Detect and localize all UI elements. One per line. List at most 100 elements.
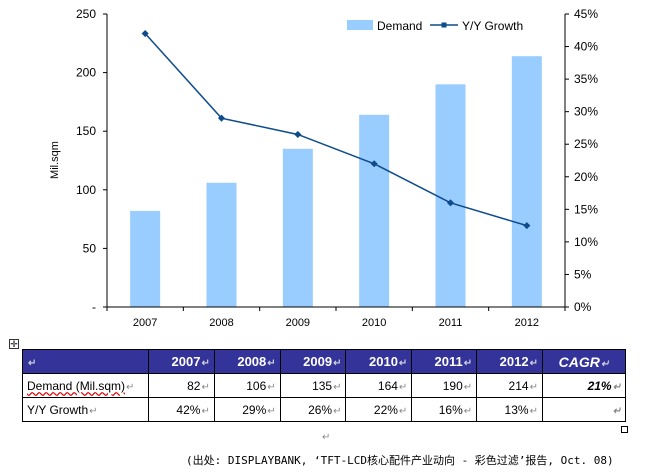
paragraph-mark: ↵ [463, 381, 473, 393]
x-tick-label: 2009 [286, 317, 310, 329]
legend: Demand Y/Y Growth [347, 19, 523, 33]
paragraph-mark: ↵ [267, 405, 276, 417]
cell-value: 26% [308, 402, 333, 417]
bar-demand [511, 56, 542, 307]
cagr-cell: 21%↵ [541, 373, 627, 398]
axes-layer: - 50 100 150 200 250 0% 5% 10% 15% 20% 25% 30% 35% 40%… [76, 7, 598, 329]
table-cell: 26%↵ [279, 397, 347, 422]
table-move-handle-icon[interactable]: ✛ [9, 339, 19, 349]
legend-demand-swatch [347, 20, 373, 30]
paragraph-mark: ↵ [333, 381, 342, 393]
y-tick-label-left: 150 [76, 124, 96, 138]
table-cell: 82↵ [148, 373, 215, 398]
table-cell: 13%↵ [476, 397, 543, 422]
growth-point [141, 29, 149, 38]
paragraph-mark: ↵ [398, 381, 408, 393]
paragraph-mark: ↵ [201, 381, 210, 393]
header-year-label: 2009 [303, 354, 333, 369]
paragraph-mark: ↵ [612, 381, 621, 393]
cell-value: 82 [187, 378, 201, 393]
cell-value: 13% [504, 402, 529, 417]
header-year-cell: 2012↵ [476, 349, 543, 374]
y-tick-label-left: 50 [83, 241, 97, 255]
paragraph-mark: ↵ [89, 405, 98, 417]
header-year-label: 2008 [237, 354, 267, 369]
y-tick-label-left: 250 [76, 7, 96, 21]
y-axis-title: Mil.sqm [49, 141, 61, 179]
header-blank-cell: ↵ [22, 349, 149, 374]
table-row-demand: Demand (Mil.sqm)↵ 82↵ 106↵ 135↵ 164↵ 190… [22, 373, 627, 398]
growth-point [370, 160, 378, 168]
growth-point [446, 199, 455, 207]
table-cell: 42%↵ [148, 397, 215, 422]
cell-value: 42% [176, 402, 201, 417]
legend-growth-marker [441, 22, 447, 28]
paragraph-mark: ↵ [333, 358, 342, 369]
cell-value: 135 [312, 378, 333, 393]
paragraph-mark: ↵ [600, 358, 610, 370]
chart: - 50 100 150 200 250 0% 5% 10% 15% 20% 25% 30% 35% 40%… [49, 7, 598, 329]
header-cagr-label: CAGR [558, 353, 600, 370]
row-label: Demand (Mil.sqm) [27, 378, 126, 393]
bars-layer [130, 56, 542, 308]
y-tick-label-right: 40% [574, 40, 598, 54]
y-tick-label-right: 10% [574, 235, 598, 249]
y-tick-label-right: 5% [574, 267, 592, 281]
cell-value: 214 [508, 378, 529, 393]
paragraph-mark: ↵ [529, 358, 538, 369]
header-year-cell: 2011↵ [411, 349, 478, 374]
table-row-growth: Y/Y Growth↵ 42%↵ 29%↵ 26%↵ 22%↵ 16%↵ 13%… [22, 397, 627, 422]
y-tick-label-right: 0% [574, 300, 592, 314]
paragraph-mark: ↵ [201, 405, 210, 417]
growth-point [217, 114, 226, 122]
header-year-label: 2012 [499, 354, 529, 369]
paragraph-mark: ↵ [267, 381, 276, 393]
y-tick-label-right: 25% [574, 137, 598, 151]
paragraph-mark: ↵ [529, 405, 538, 417]
paragraph-mark: ↵ [28, 358, 37, 369]
paragraph-mark: ↵ [267, 358, 276, 369]
x-tick-label: 2008 [209, 317, 233, 329]
x-tick-label: 2012 [515, 317, 539, 329]
paragraph-mark: ↵ [322, 432, 331, 443]
table-resize-handle[interactable] [621, 426, 628, 433]
header-year-cell: 2007↵ [148, 349, 215, 374]
y-tick-label-left: - [92, 300, 96, 314]
cell-value: 22% [373, 402, 398, 417]
bar-demand [206, 182, 237, 307]
table-cell: 164↵ [345, 373, 413, 398]
growth-point [523, 222, 531, 230]
x-tick-label: 2007 [133, 317, 157, 329]
y-tick-label-left: 100 [76, 183, 96, 197]
table-cell: 135↵ [279, 373, 347, 398]
header-cagr-cell: CAGR↵ [541, 349, 627, 374]
legend-growth-label: Y/Y Growth [462, 19, 523, 33]
bar-demand [130, 210, 161, 307]
source-note: (出处: DISPLAYBANK, ‘TFT-LCD核心配件产业动向 - 彩色过… [186, 454, 614, 467]
y-tick-label-right: 30% [574, 105, 598, 119]
row-label-cell: Y/Y Growth↵ [22, 397, 149, 422]
paragraph-mark: ↵ [398, 358, 408, 369]
paragraph-mark: ↵ [333, 405, 342, 417]
cell-value: 164 [377, 378, 398, 393]
y-tick-label-right: 20% [574, 170, 598, 184]
paragraph-mark: ↵ [529, 381, 538, 393]
paragraph-mark: ↵ [463, 358, 473, 369]
cell-value: 190 [442, 378, 463, 393]
bar-demand [359, 114, 390, 308]
table-cell: 190↵ [411, 373, 478, 398]
growth-line-layer [141, 29, 531, 230]
table-cell: 22%↵ [345, 397, 413, 422]
growth-point [294, 130, 302, 138]
paragraph-mark: ↵ [398, 405, 408, 417]
y-tick-label-right: 35% [574, 72, 598, 86]
x-tick-label: 2011 [439, 317, 463, 329]
header-year-label: 2011 [434, 354, 463, 369]
header-year-cell: 2010↵ [345, 349, 413, 374]
growth-line [144, 33, 528, 227]
row-label-cell: Demand (Mil.sqm)↵ [22, 373, 149, 398]
y-tick-label-left: 200 [76, 66, 96, 80]
cell-value: 16% [438, 402, 463, 417]
paragraph-mark: ↵ [126, 381, 135, 393]
cagr-cell: ↵ [541, 397, 627, 422]
